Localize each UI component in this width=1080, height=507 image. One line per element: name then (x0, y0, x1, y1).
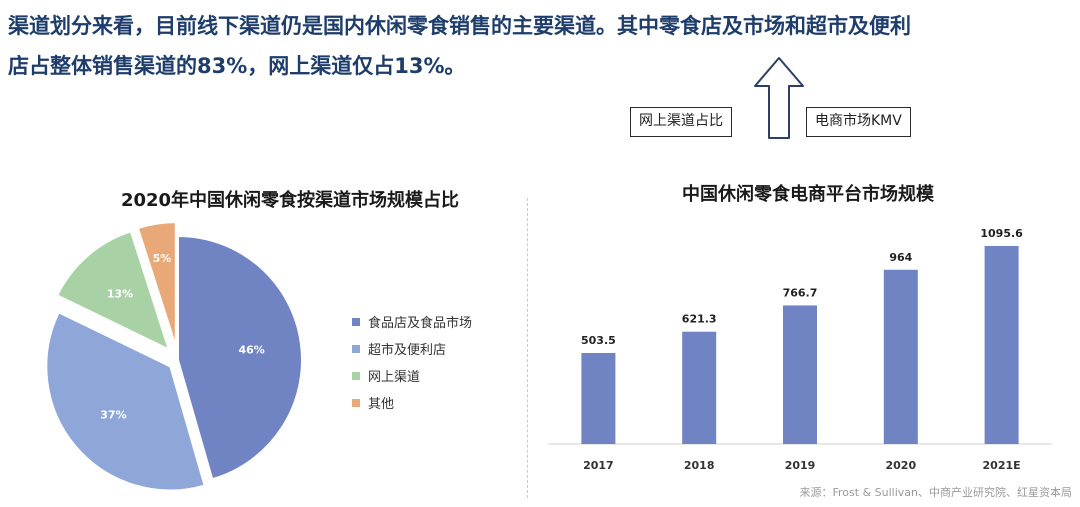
bar-value-label: 964 (889, 251, 912, 264)
legend-item: 其他 (352, 389, 472, 416)
x-tick-label: 2018 (684, 459, 715, 472)
pie-slice (45, 311, 206, 492)
bar-value-label: 503.5 (581, 334, 616, 347)
legend-label: 网上渠道 (368, 370, 421, 385)
legend-swatch (352, 317, 360, 326)
headline-line-1: 渠道划分来看，目前线下渠道仍是国内休闲零食销售的主要渠道。其中零食店及市场和超市… (8, 14, 911, 38)
ecommerce-kmv-tag: 电商市场KMV (806, 107, 911, 137)
online-share-tag: 网上渠道占比 (630, 107, 732, 137)
x-tick-label: 2021E (983, 459, 1021, 472)
pie-slice-label: 13% (107, 287, 133, 300)
legend-item: 网上渠道 (352, 362, 472, 389)
up-hollow-arrow-icon (752, 56, 806, 140)
bar (682, 331, 717, 444)
source-note: 来源：Frost & Sullivan、中商产业研究院、红星资本局 (799, 486, 1073, 499)
bar (984, 246, 1019, 444)
pie-slice-label: 5% (153, 252, 172, 265)
bar-chart: 503.5 2017 621.3 2018 766.7 2019 964 2020 1095.6… (548, 227, 1052, 472)
pie-chart: 46% 37% 13% 5% (45, 221, 303, 492)
x-tick-label: 2017 (583, 459, 614, 472)
headline-line-2: 店占整体销售渠道的83%，网上渠道仅占13%。 (8, 54, 466, 78)
legend-swatch (352, 344, 360, 353)
bar-chart-title: 中国休闲零食电商平台市场规模 (682, 184, 934, 205)
pie-slice (177, 234, 303, 481)
legend-swatch (352, 398, 360, 407)
bar-value-label: 766.7 (783, 286, 818, 299)
bar-value-label: 621.3 (682, 313, 717, 326)
x-tick-label: 2019 (785, 459, 816, 472)
pie-chart-title: 2020年中国休闲零食按渠道市场规模占比 (120, 190, 460, 211)
legend-label: 其他 (368, 397, 395, 412)
pie-slice-label: 46% (239, 344, 265, 357)
bar (581, 353, 616, 444)
headline: 渠道划分来看，目前线下渠道仍是国内休闲零食销售的主要渠道。其中零食店及市场和超市… (8, 6, 1068, 86)
legend-item: 超市及便利店 (352, 335, 472, 362)
pie-slice-label: 37% (100, 408, 126, 421)
pie-slice (55, 230, 171, 352)
legend-label: 食品店及食品市场 (368, 316, 473, 331)
pie-legend: 食品店及食品市场 超市及便利店 网上渠道其他 (352, 308, 472, 416)
bar (783, 305, 817, 444)
legend-swatch (352, 371, 360, 380)
legend-item: 食品店及食品市场 (352, 308, 472, 335)
legend-label: 超市及便利店 (368, 343, 447, 358)
pie-slice (136, 221, 177, 347)
chart-divider (527, 198, 528, 498)
bar (883, 269, 918, 444)
bar-value-label: 1095.6 (980, 227, 1023, 240)
x-tick-label: 2020 (885, 459, 916, 472)
